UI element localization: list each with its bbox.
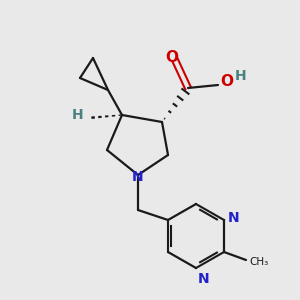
Text: O: O [166, 50, 178, 64]
Text: N: N [198, 272, 210, 286]
Text: CH₃: CH₃ [249, 257, 268, 267]
Text: N: N [132, 170, 144, 184]
Text: O: O [220, 74, 233, 88]
Text: N: N [228, 211, 240, 225]
Text: H: H [72, 108, 84, 122]
Text: H: H [235, 69, 247, 83]
